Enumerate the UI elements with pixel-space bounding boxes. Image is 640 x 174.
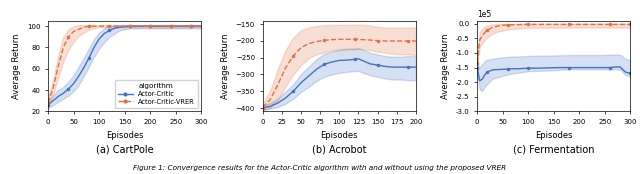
X-axis label: Episodes: Episodes [535, 130, 573, 140]
Y-axis label: Average Return: Average Return [441, 33, 450, 99]
Legend: Actor-Critic, Actor-Critic-VRER: Actor-Critic, Actor-Critic-VRER [115, 80, 198, 108]
X-axis label: Episodes: Episodes [321, 130, 358, 140]
Text: Figure 1: Convergence results for the Actor-Critic algorithm with and without us: Figure 1: Convergence results for the Ac… [133, 164, 507, 171]
Text: 1e5: 1e5 [477, 10, 492, 19]
Text: (b) Acrobot: (b) Acrobot [312, 144, 367, 154]
Text: (a) CartPole: (a) CartPole [96, 144, 154, 154]
Text: (c) Fermentation: (c) Fermentation [513, 144, 595, 154]
Y-axis label: Average Return: Average Return [12, 33, 21, 99]
X-axis label: Episodes: Episodes [106, 130, 143, 140]
Y-axis label: Average Return: Average Return [221, 33, 230, 99]
